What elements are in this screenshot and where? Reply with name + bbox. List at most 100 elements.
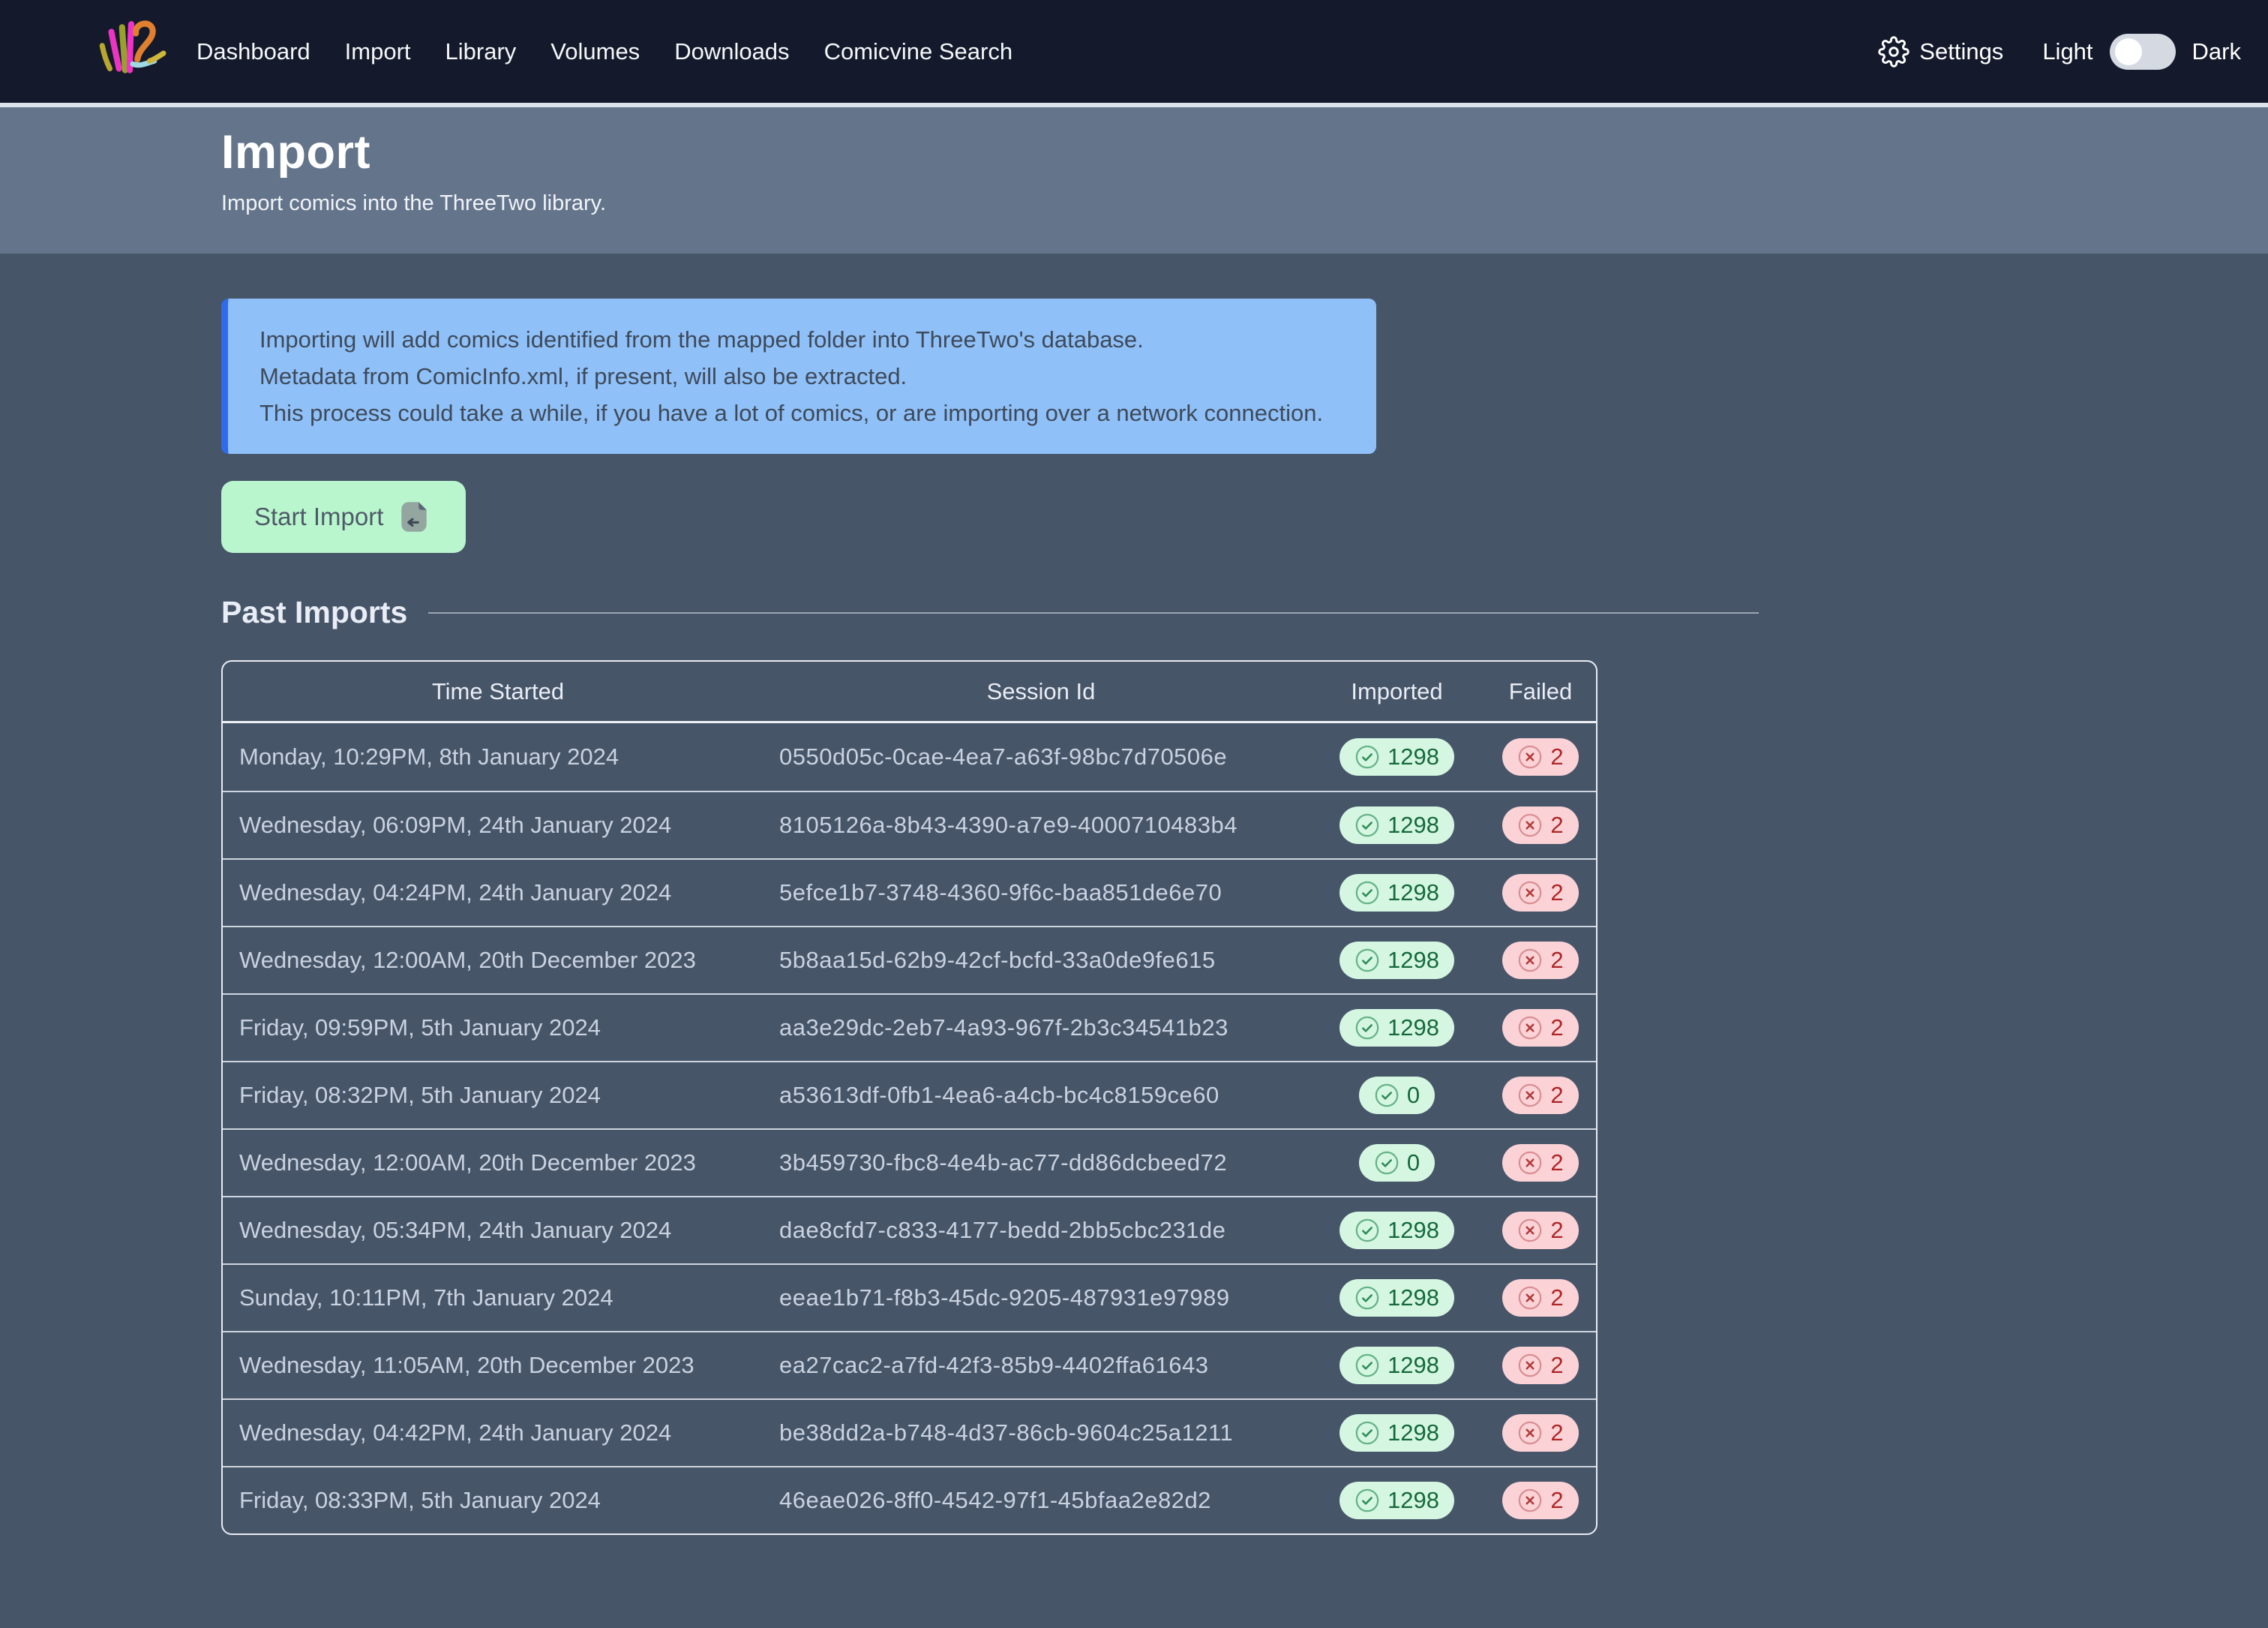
cell-session-id: be38dd2a-b748-4d37-86cb-9604c25a1211	[779, 1419, 1234, 1446]
x-circle-icon	[1519, 1016, 1542, 1040]
check-circle-icon	[1355, 1421, 1379, 1445]
nav-item-import[interactable]: Import	[344, 38, 411, 65]
nav-menu: Dashboard Import Library Volumes Downloa…	[196, 38, 1012, 65]
imported-badge: 1298	[1340, 874, 1454, 912]
failed-badge: 2	[1502, 1347, 1579, 1384]
cell-failed: 2	[1485, 942, 1596, 979]
theme-dark-label: Dark	[2192, 38, 2241, 65]
check-circle-icon	[1355, 881, 1379, 905]
x-circle-icon	[1519, 1083, 1542, 1107]
imported-badge: 1298	[1340, 1414, 1454, 1452]
failed-badge: 2	[1502, 1414, 1579, 1452]
info-line: Metadata from ComicInfo.xml, if present,…	[260, 363, 908, 389]
table-row[interactable]: Wednesday, 05:34PM, 24th January 2024 da…	[223, 1196, 1596, 1263]
failed-badge: 2	[1502, 942, 1579, 979]
cell-imported: 0	[1309, 1077, 1485, 1114]
table-row[interactable]: Wednesday, 12:00AM, 20th December 2023 3…	[223, 1128, 1596, 1196]
x-circle-icon	[1519, 881, 1542, 905]
heading-divider	[428, 611, 1759, 614]
table-row[interactable]: Wednesday, 12:00AM, 20th December 2023 5…	[223, 926, 1596, 993]
table-row[interactable]: Wednesday, 04:24PM, 24th January 2024 5e…	[223, 858, 1596, 926]
cell-session-id: 0550d05c-0cae-4ea7-a63f-98bc7d70506e	[779, 743, 1228, 770]
cell-failed: 2	[1485, 738, 1596, 776]
cell-failed: 2	[1485, 1482, 1596, 1519]
x-circle-icon	[1519, 813, 1542, 837]
check-circle-icon	[1355, 948, 1379, 972]
cell-session-id: 8105126a-8b43-4390-a7e9-4000710483b4	[779, 812, 1238, 838]
cell-failed: 2	[1485, 874, 1596, 912]
cell-imported: 1298	[1309, 1009, 1485, 1047]
nav-item-dashboard[interactable]: Dashboard	[196, 38, 310, 65]
past-imports-table: Time Started Session Id Imported Failed …	[221, 660, 1598, 1535]
toggle-knob	[2114, 38, 2142, 65]
cell-time-started: Monday, 10:29PM, 8th January 2024	[239, 743, 620, 770]
table-row[interactable]: Friday, 08:33PM, 5th January 2024 46eae0…	[223, 1466, 1596, 1533]
check-circle-icon	[1355, 1016, 1379, 1040]
table-row[interactable]: Wednesday, 06:09PM, 24th January 2024 81…	[223, 791, 1596, 858]
cell-failed: 2	[1485, 1279, 1596, 1317]
table-row[interactable]: Sunday, 10:11PM, 7th January 2024 eeae1b…	[223, 1263, 1596, 1331]
x-circle-icon	[1519, 1488, 1542, 1512]
gear-icon	[1878, 35, 1910, 68]
check-circle-icon	[1355, 1488, 1379, 1512]
cell-imported: 1298	[1309, 942, 1485, 979]
cell-failed: 2	[1485, 1077, 1596, 1114]
cell-session-id: eeae1b71-f8b3-45dc-9205-487931e97989	[779, 1284, 1230, 1311]
cell-failed: 2	[1485, 1144, 1596, 1182]
cell-failed: 2	[1485, 1347, 1596, 1384]
check-circle-icon	[1355, 1286, 1379, 1310]
table-row[interactable]: Wednesday, 11:05AM, 20th December 2023 e…	[223, 1331, 1596, 1398]
cell-time-started: Friday, 08:32PM, 5th January 2024	[239, 1082, 601, 1108]
check-circle-icon	[1375, 1151, 1399, 1175]
x-circle-icon	[1519, 1218, 1542, 1242]
nav-item-volumes[interactable]: Volumes	[550, 38, 640, 65]
imported-badge: 1298	[1340, 1009, 1454, 1047]
theme-light-label: Light	[2042, 38, 2093, 65]
table-row[interactable]: Friday, 08:32PM, 5th January 2024 a53613…	[223, 1061, 1596, 1128]
check-circle-icon	[1375, 1083, 1399, 1107]
cell-imported: 1298	[1309, 874, 1485, 912]
cell-failed: 2	[1485, 1212, 1596, 1249]
column-header-imported: Imported	[1351, 677, 1443, 704]
cell-time-started: Sunday, 10:11PM, 7th January 2024	[239, 1284, 614, 1311]
nav-item-library[interactable]: Library	[445, 38, 517, 65]
page-subtitle: Import comics into the ThreeTwo library.	[221, 191, 607, 215]
failed-badge: 2	[1502, 1077, 1579, 1114]
column-header-session-id: Session Id	[986, 677, 1096, 704]
imported-badge: 1298	[1340, 1279, 1454, 1317]
nav-item-comicvine-search[interactable]: Comicvine Search	[824, 38, 1013, 65]
cell-session-id: 5efce1b7-3748-4360-9f6c-baa851de6e70	[779, 879, 1222, 906]
app-logo[interactable]	[93, 13, 166, 91]
cell-time-started: Friday, 08:33PM, 5th January 2024	[239, 1487, 601, 1513]
cell-failed: 2	[1485, 1009, 1596, 1047]
imported-badge: 1298	[1340, 738, 1454, 776]
past-imports-section: Past Imports Time Started Session Id Imp…	[221, 595, 2268, 1535]
import-info-box: Importing will add comics identified fro…	[221, 299, 1376, 454]
check-circle-icon	[1355, 1353, 1379, 1377]
past-imports-heading: Past Imports	[221, 595, 408, 629]
cell-session-id: aa3e29dc-2eb7-4a93-967f-2b3c34541b23	[779, 1014, 1228, 1041]
table-header-row: Time Started Session Id Imported Failed	[223, 662, 1596, 723]
theme-toggle[interactable]	[2109, 33, 2176, 70]
failed-badge: 2	[1502, 1482, 1579, 1519]
imported-badge: 0	[1358, 1144, 1436, 1182]
x-circle-icon	[1519, 1286, 1542, 1310]
x-circle-icon	[1519, 1353, 1542, 1377]
info-line: This process could take a while, if you …	[260, 400, 1324, 426]
cell-time-started: Wednesday, 05:34PM, 24th January 2024	[239, 1217, 672, 1243]
cell-time-started: Wednesday, 04:24PM, 24th January 2024	[239, 879, 672, 906]
check-circle-icon	[1355, 813, 1379, 837]
table-row[interactable]: Friday, 09:59PM, 5th January 2024 aa3e29…	[223, 993, 1596, 1061]
settings-label: Settings	[1919, 38, 2004, 65]
failed-badge: 2	[1502, 1144, 1579, 1182]
start-import-button[interactable]: Start Import	[221, 481, 466, 553]
cell-time-started: Wednesday, 11:05AM, 20th December 2023	[239, 1352, 694, 1378]
settings-button[interactable]: Settings	[1878, 35, 2004, 68]
cell-failed: 2	[1485, 1414, 1596, 1452]
cell-session-id: dae8cfd7-c833-4177-bedd-2bb5cbc231de	[779, 1217, 1226, 1243]
table-row[interactable]: Monday, 10:29PM, 8th January 2024 0550d0…	[223, 723, 1596, 791]
imported-badge: 0	[1358, 1077, 1436, 1114]
nav-item-downloads[interactable]: Downloads	[674, 38, 790, 65]
check-circle-icon	[1355, 1218, 1379, 1242]
table-row[interactable]: Wednesday, 04:42PM, 24th January 2024 be…	[223, 1398, 1596, 1466]
